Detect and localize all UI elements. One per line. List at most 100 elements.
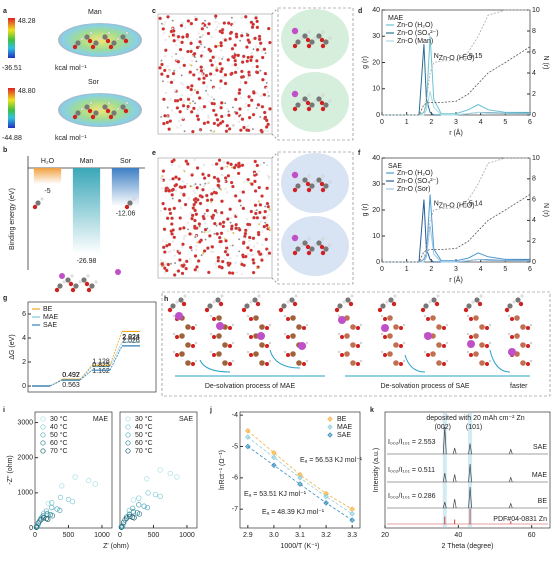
md-atom xyxy=(214,60,217,63)
md-atom xyxy=(210,101,214,106)
point xyxy=(145,490,151,496)
atom xyxy=(84,104,90,110)
x-tick-label: 3.1 xyxy=(295,532,305,539)
atom xyxy=(323,102,329,108)
md-atom xyxy=(164,264,167,267)
md-atom xyxy=(218,235,222,240)
step-rise xyxy=(49,379,63,387)
md-atom xyxy=(190,93,193,96)
md-atom xyxy=(163,31,166,34)
md-atom xyxy=(210,63,214,67)
legend-label: Zn-O (SO₄²⁻) xyxy=(397,178,439,185)
md-atom xyxy=(245,59,249,63)
atom xyxy=(32,204,38,210)
x-tick-label: 6 xyxy=(528,119,532,126)
md-atom xyxy=(202,185,205,188)
md-atom xyxy=(220,49,223,52)
legend-symbol xyxy=(125,440,131,446)
point xyxy=(167,470,173,477)
md-atom xyxy=(201,73,204,76)
atom xyxy=(283,314,287,318)
md-atom xyxy=(186,104,190,109)
md-atom xyxy=(196,117,201,122)
md-atom xyxy=(203,227,208,232)
point xyxy=(144,504,151,511)
md-atom xyxy=(175,39,178,42)
md-atom xyxy=(263,71,268,76)
md-atom xyxy=(233,62,238,67)
md-atom xyxy=(192,106,196,111)
md-atom xyxy=(214,191,218,195)
arrow xyxy=(404,354,426,373)
md-atom xyxy=(181,57,184,60)
atom xyxy=(295,246,301,252)
md-atom xyxy=(180,21,183,24)
zn-ion xyxy=(338,316,346,324)
atom xyxy=(514,333,520,339)
md-atom xyxy=(203,68,206,71)
md-atom xyxy=(193,159,196,162)
md-atom xyxy=(189,41,193,46)
md-atom xyxy=(268,40,272,45)
legend-label: 60 °C xyxy=(135,439,153,447)
md-atom xyxy=(162,265,165,268)
panel-label: a xyxy=(3,8,7,15)
md-atom xyxy=(220,114,224,119)
md-atom xyxy=(260,258,264,262)
atom xyxy=(383,317,387,321)
md-atom xyxy=(201,35,204,38)
atom xyxy=(359,323,363,327)
md-atom xyxy=(185,259,189,264)
atom xyxy=(72,44,78,50)
x-tick-label: 1000 xyxy=(179,532,195,539)
atom xyxy=(488,341,492,345)
arrow xyxy=(489,349,511,373)
atom xyxy=(209,332,213,336)
legend-symbol xyxy=(40,424,46,430)
md-atom xyxy=(163,114,167,118)
md-atom xyxy=(195,90,200,95)
md-atom xyxy=(190,110,194,114)
x-tick-label: 0 xyxy=(118,532,122,539)
point xyxy=(45,516,51,522)
panel-label: b xyxy=(3,147,7,154)
md-atom xyxy=(240,163,245,167)
point xyxy=(297,481,303,487)
md-atom xyxy=(163,207,167,211)
md-atom xyxy=(249,55,254,59)
md-atom xyxy=(167,207,172,212)
atom xyxy=(305,37,311,43)
caption-note: faster xyxy=(510,383,528,390)
y-tick-label: 40 xyxy=(372,7,380,14)
md-atom xyxy=(175,53,178,56)
md-atom xyxy=(205,89,208,92)
md-atom xyxy=(214,17,217,20)
atom xyxy=(75,40,81,46)
md-atom xyxy=(202,252,205,255)
point xyxy=(157,493,163,500)
md-atom xyxy=(217,57,220,60)
md-atom xyxy=(219,87,222,90)
md-atom xyxy=(180,271,185,276)
atom xyxy=(265,326,269,330)
atom xyxy=(241,307,247,313)
atom xyxy=(387,333,393,339)
md-atom xyxy=(232,55,236,60)
md-atom xyxy=(175,99,180,103)
panel-label: f xyxy=(358,150,361,157)
point xyxy=(92,481,98,487)
atom xyxy=(520,324,526,330)
atom xyxy=(175,335,179,339)
zn-ion xyxy=(257,332,265,340)
atom xyxy=(209,350,213,354)
atom xyxy=(191,344,195,348)
md-atom xyxy=(202,164,205,167)
md-atom xyxy=(166,262,170,267)
atom xyxy=(231,341,235,345)
atom xyxy=(292,43,298,49)
y-axis-label: Binding energy (eV) xyxy=(9,188,16,250)
md-atom xyxy=(163,266,167,270)
md-atom xyxy=(192,52,197,56)
md-atom xyxy=(180,81,183,84)
legend-label: SAE xyxy=(43,322,57,329)
